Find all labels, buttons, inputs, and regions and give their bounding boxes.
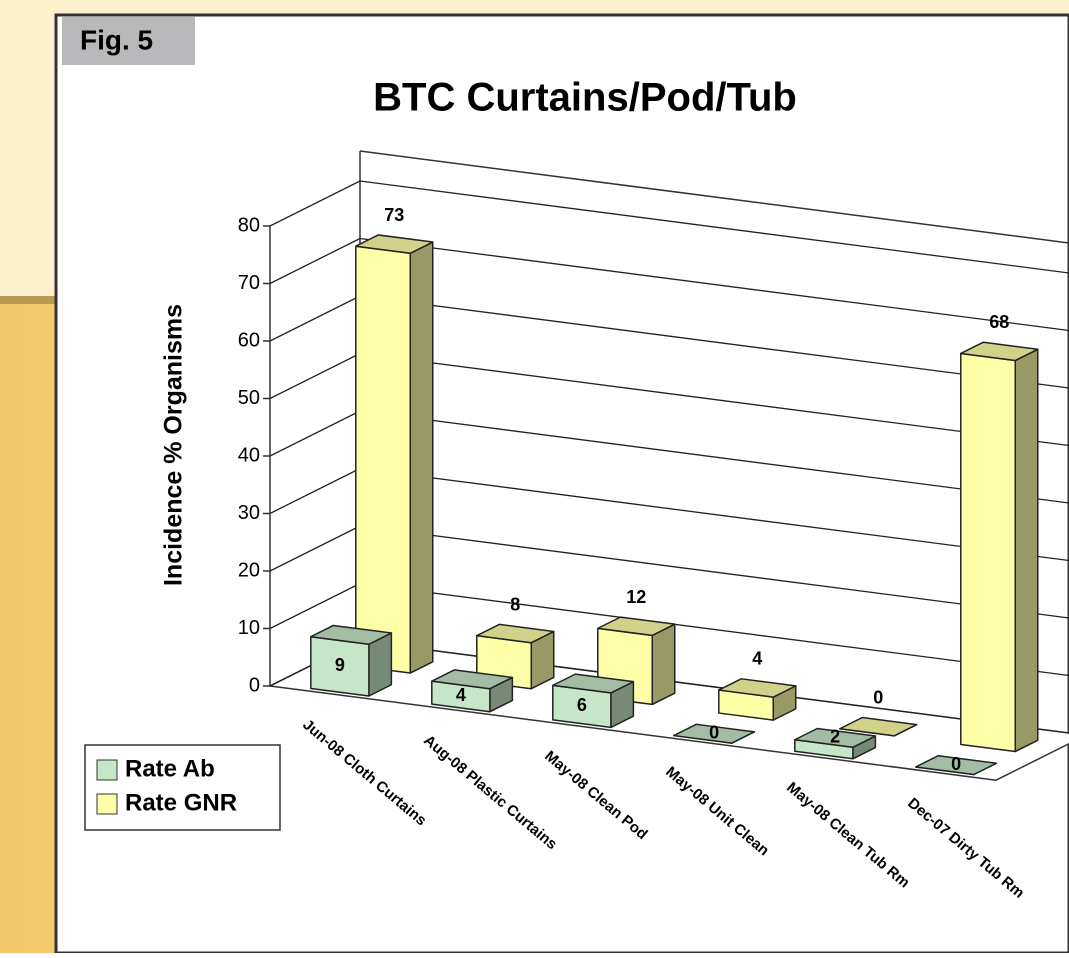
bar-top (960, 341, 1039, 362)
bar (718, 678, 797, 721)
bar-front (960, 352, 1016, 753)
bar-top (597, 616, 676, 637)
bar-top (552, 673, 635, 694)
grid-line (359, 180, 1069, 274)
fig-label: Fig. 5 (80, 24, 153, 55)
back-top-edge (359, 150, 1069, 244)
value-label: 68 (989, 312, 1009, 332)
grid-line (269, 352, 361, 400)
bar (673, 723, 756, 744)
legend-label: Rate GNR (125, 789, 237, 816)
y-tick-label: 40 (238, 444, 260, 466)
y-tick-label: 10 (238, 617, 260, 639)
grid-line (359, 237, 1069, 332)
bar (915, 754, 998, 776)
bar (839, 716, 918, 737)
legend-label: Rate Ab (125, 755, 215, 782)
value-label: 2 (830, 727, 840, 747)
bar-side (1014, 348, 1039, 753)
y-tick-label: 60 (238, 329, 260, 351)
bar-front (355, 245, 411, 674)
bar-top (310, 624, 393, 645)
value-label: 6 (577, 695, 587, 715)
bar (431, 669, 514, 713)
bar-top (476, 623, 555, 644)
bar-top (431, 669, 514, 690)
bar (310, 624, 393, 697)
y-tick-label: 70 (238, 272, 260, 294)
value-label: 4 (752, 649, 762, 669)
value-label: 8 (510, 594, 520, 614)
y-tick-label: 50 (238, 387, 260, 409)
legend (84, 744, 281, 831)
bar (552, 673, 635, 729)
bar-top (915, 754, 998, 776)
grid-line (269, 582, 361, 630)
band-edge (0, 296, 62, 304)
bar (355, 234, 434, 674)
value-label: 0 (709, 722, 719, 742)
value-label: 12 (626, 587, 646, 607)
grid-line (269, 410, 361, 457)
grid-line (269, 525, 361, 572)
grid-line (269, 237, 361, 285)
bar (960, 341, 1039, 753)
bar-top (839, 716, 918, 737)
bar-top (718, 678, 797, 698)
value-label: 0 (873, 687, 883, 707)
value-label: 9 (335, 655, 345, 675)
legend-swatch (96, 793, 118, 815)
y-tick-label: 30 (238, 502, 260, 524)
y-tick-label: 20 (238, 559, 260, 581)
bar (794, 727, 877, 760)
chart-title: BTC Curtains/Pod/Tub (373, 76, 797, 120)
fig-box (62, 17, 195, 65)
y-tick-label: 0 (249, 674, 260, 696)
value-label: 4 (456, 685, 466, 705)
bar-top (673, 723, 756, 744)
value-label: 73 (384, 205, 404, 225)
bar-side (409, 241, 434, 674)
value-label: 0 (951, 754, 961, 774)
y-tick-label: 80 (238, 214, 260, 236)
legend-swatch (96, 759, 118, 781)
bar-top (794, 727, 877, 749)
y-axis-label: Incidence % Organisms (160, 304, 188, 586)
grid-line (269, 180, 361, 227)
grid-line (269, 295, 361, 342)
grid-line (269, 467, 361, 515)
bar-side (651, 623, 676, 706)
bar-top (355, 234, 434, 255)
